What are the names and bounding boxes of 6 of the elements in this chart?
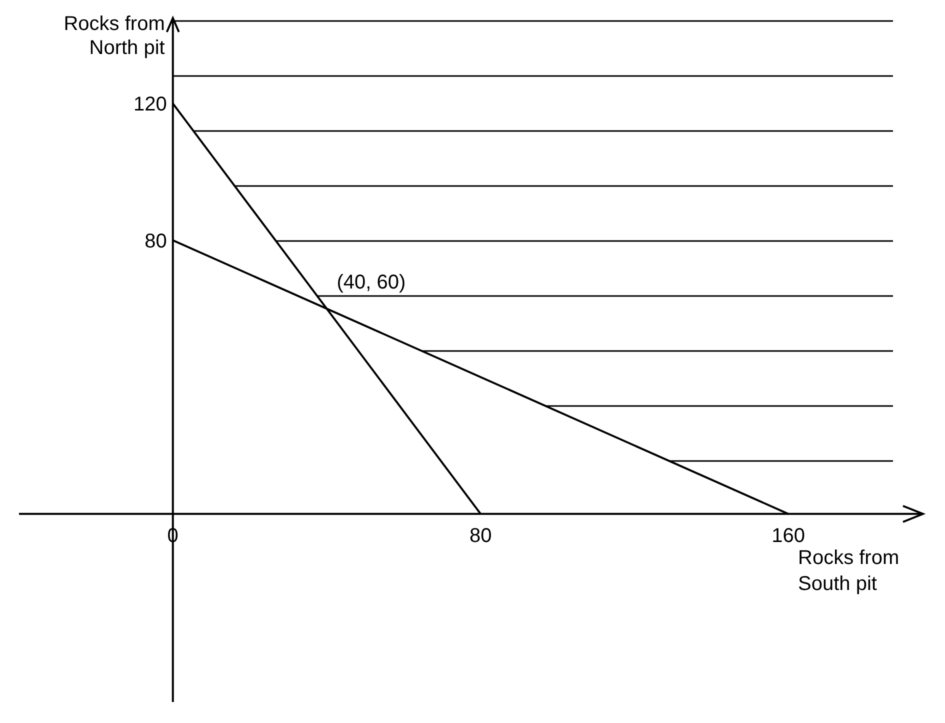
annotation: (40, 60) (336, 272, 406, 294)
x-axis-title: Rocks from South pit (798, 546, 900, 595)
y-tick-label: 120 (133, 94, 167, 116)
x-tick-label: 160 (772, 524, 806, 547)
y-axis-title: Rocks from North pit (64, 13, 166, 59)
x-tick-label: 80 (469, 524, 492, 547)
